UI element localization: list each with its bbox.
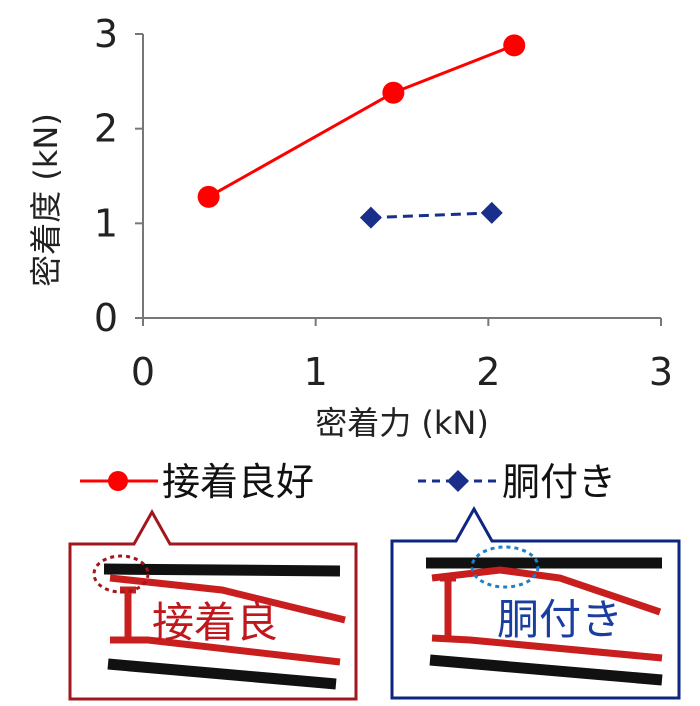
x-tick-label-2: 2 [476,350,500,394]
bracket-shape [431,566,663,662]
data-point-s1-1 [480,201,503,224]
legend-item-1: 胴付き [418,460,616,504]
legend-item-0: 接着良好 [80,460,314,504]
legend-label-0: 接着良好 [162,460,314,504]
data-point-s0-1 [382,81,405,104]
y-tick-label-3: 3 [94,12,118,56]
data-point-s0-2 [503,34,526,57]
x-tick-label-3: 3 [649,350,673,394]
legend-label-1: 胴付き [502,460,616,504]
axes [142,34,661,319]
series-line-0 [207,43,515,199]
illustration-trunk-contact: 胴付き [390,505,681,700]
legend-marker-1 [447,470,469,492]
x-axis-title: 密着力 (kN) [315,404,489,442]
y-tick-label-1: 1 [94,201,118,245]
bottom-plate [107,658,337,690]
x-tick-label-1: 1 [304,350,328,394]
series-line-1 [370,211,492,220]
contact-highlight-circle [470,545,540,589]
legend-marker-0 [108,471,128,491]
x-tick-label-0: 0 [131,350,155,394]
data-point-s0-0 [197,185,220,208]
bracket-shape [109,574,346,666]
data-point-s1-0 [359,206,382,229]
y-axis-title: 密着度 (kN) [27,113,65,287]
illustration-label-good: 接着良 [152,598,278,647]
bottom-plate [429,654,663,686]
y-tick-label-0: 0 [94,296,118,340]
y-tick-label-2: 2 [94,107,118,151]
illustration-good-bonding: 接着良 [68,508,358,701]
legend: 接着良好 胴付き [80,460,616,504]
illustration-label-trunk: 胴付き [497,595,623,644]
contact-highlight-circle [92,554,150,594]
top-plate [103,563,341,577]
